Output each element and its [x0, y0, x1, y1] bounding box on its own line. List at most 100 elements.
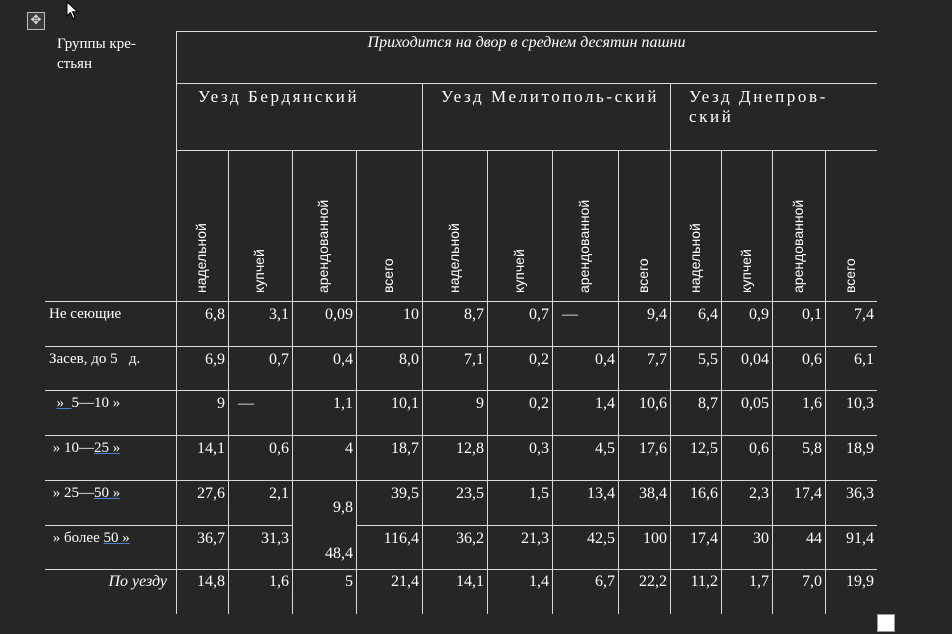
grid-line [176, 83, 877, 84]
table-move-handle-icon[interactable]: ✥ [27, 12, 45, 30]
total-cell: 6,7 [595, 573, 615, 590]
grid-line [45, 525, 292, 526]
table-cell: 9 [476, 395, 484, 412]
district-header-berdyansk: Уезд Бердянский [198, 87, 360, 106]
subheader-cell: надельной [176, 150, 228, 301]
table-cell: 7,1 [464, 351, 484, 368]
row-label: » 10—25 » [45, 439, 176, 480]
subheader-cell: арендованной [772, 150, 825, 301]
subheader-cell: арендованной [552, 150, 618, 301]
table-cell: 23,5 [456, 485, 484, 502]
subheader-label: надельной [686, 223, 703, 293]
table-cell: 16,6 [690, 485, 718, 502]
grid-line [45, 390, 877, 391]
subheader-label: всего [842, 258, 858, 293]
table-cell: 6,8 [205, 306, 225, 323]
table-cell: 17,4 [794, 485, 822, 502]
grid-line [45, 435, 877, 436]
subheader-label: арендованной [576, 199, 592, 293]
table-cell: 44 [806, 530, 822, 547]
subheader-label: купчей [510, 249, 527, 293]
grid-line [618, 150, 619, 614]
grid-line [176, 31, 877, 32]
table-cell: 1,5 [529, 485, 549, 502]
total-cell: 1,4 [529, 573, 549, 590]
table-cell: 0,4 [595, 351, 615, 368]
total-cell: 11,2 [690, 573, 718, 590]
table-cell: 30 [753, 530, 769, 547]
table-cell: 8,0 [399, 351, 419, 368]
subheader-label: купчей [251, 249, 267, 293]
table-cell: 38,4 [639, 485, 667, 502]
table-cell: 1,6 [802, 395, 822, 412]
table-cell: 0,6 [269, 440, 289, 457]
table-cell: 6,4 [698, 306, 718, 323]
table-cell: 36,3 [846, 485, 874, 502]
row-label-link: 50 » [103, 530, 130, 546]
table-cell: 13,4 [587, 485, 615, 502]
table-cell: 0,2 [529, 351, 549, 368]
table-cell: 17,6 [639, 440, 667, 457]
total-cell: 22,2 [639, 573, 667, 590]
grid-line [356, 150, 357, 614]
table-cell: 21,3 [521, 530, 549, 547]
row-label-text: » 10— [49, 440, 94, 456]
table-cell: 10,6 [639, 395, 667, 412]
grid-line [45, 346, 877, 347]
table-cell: 0,2 [529, 395, 549, 412]
table-cell: 0,7 [269, 351, 289, 368]
table-cell: 39,5 [391, 485, 419, 502]
table-cell: 8,7 [464, 306, 484, 323]
merged-cell-value: 9,8 [333, 499, 353, 516]
table-cell: 0,3 [529, 440, 549, 457]
grid-line [176, 150, 877, 151]
table-cell: 8,7 [698, 395, 718, 412]
table-cell: 1,4 [595, 395, 615, 412]
row-label: Не сеющие [45, 305, 176, 346]
table-cell: 2,1 [269, 485, 289, 502]
grid-line [45, 301, 877, 302]
table-cell: 91,4 [846, 530, 874, 547]
table-cell: 3,1 [269, 306, 289, 323]
mouse-cursor-icon [66, 1, 79, 20]
total-cell: 5 [345, 573, 353, 590]
subheader-label: арендованной [789, 199, 806, 293]
subheader-label: надельной [193, 223, 209, 293]
merged-cell-value: 48,4 [325, 545, 353, 562]
grid-line [552, 150, 553, 614]
data-table: Группы кре-стьян Приходится на двор в ср… [45, 31, 877, 614]
subheader-label: арендованной [315, 199, 331, 293]
table-cell: 0,09 [325, 306, 353, 323]
total-row-label: По уезду [108, 573, 167, 590]
table-cell: 10,1 [391, 395, 419, 412]
table-cell: 116,4 [383, 530, 419, 547]
table-cell: 5,8 [802, 440, 822, 457]
table-cell: 14,1 [197, 440, 225, 457]
table-cell: 9,4 [647, 306, 667, 323]
subheader-cell: купчей [228, 150, 292, 301]
subheader-label: купчей [737, 249, 754, 293]
row-label-text: 5—10 » [71, 395, 121, 411]
table-cell: 0,1 [802, 306, 822, 323]
row-label: » 5—10 » [45, 394, 176, 435]
table-cell: 4,5 [595, 440, 615, 457]
grid-line [356, 525, 877, 526]
row-label-link: 50 » [94, 485, 121, 501]
table-resize-handle[interactable] [877, 614, 895, 632]
subheader-cell: надельной [422, 150, 487, 301]
table-cell: 0,7 [529, 306, 549, 323]
subheader-label: надельной [445, 223, 462, 293]
total-cell: 7,0 [802, 573, 822, 590]
grid-line [45, 480, 877, 481]
table-cell: 1,1 [333, 395, 353, 412]
table-cell: 100 [643, 530, 667, 547]
table-cell: 9 [217, 395, 225, 412]
row-label: » более 50 » [45, 529, 176, 569]
total-cell: 19,9 [846, 573, 874, 590]
table-cell: 0,9 [749, 306, 769, 323]
total-cell: 1,6 [269, 573, 289, 590]
table-cell: 10 [403, 306, 419, 323]
row-label-link: 25 » [94, 440, 121, 456]
table-cell: 42,5 [587, 530, 615, 547]
grid-line [772, 150, 773, 614]
